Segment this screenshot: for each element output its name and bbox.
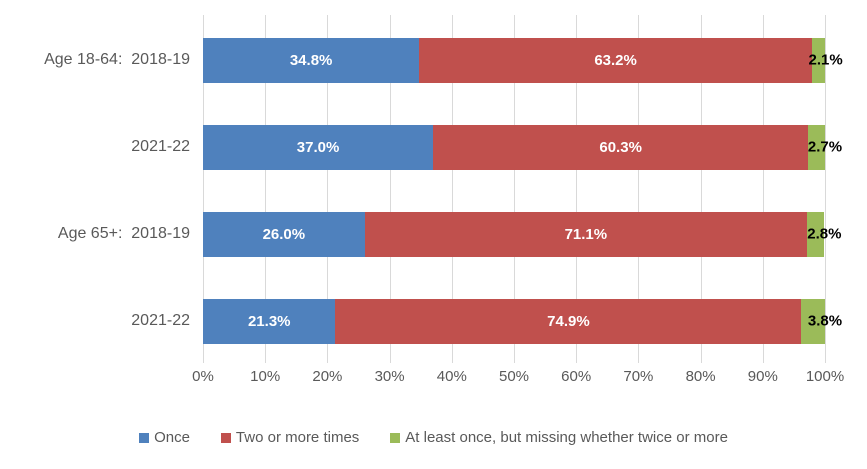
legend-item-once: Once (139, 429, 190, 446)
bar-segment-once: 34.8% (203, 37, 420, 83)
bar-row: Age 65+: 2018-19 26.0% 71.1% 2.8% (58, 211, 841, 257)
bar-segment-at-least-once-missing (811, 37, 825, 83)
legend-label: At least once, but missing whether twice… (405, 429, 728, 446)
bar-row: Age 18-64: 2018-19 34.8% 63.2% 2.1% (44, 37, 843, 83)
category-label: Age 65+: 2018-19 (57, 225, 190, 242)
bar-segment-once: 26.0% (203, 211, 365, 257)
bar-segment-once: 21.3% (203, 298, 336, 344)
x-tick-label: 40% (436, 368, 467, 385)
gridline (389, 15, 391, 363)
legend-label: Two or more times (235, 429, 360, 446)
data-label: 63.2% (594, 51, 637, 69)
x-tick-label: 50% (498, 368, 530, 385)
gridline (203, 15, 204, 363)
x-tick-label: 70% (623, 368, 654, 385)
legend-color-swatch (390, 432, 401, 443)
data-label: 21.3% (247, 312, 291, 330)
bar-segment-two-or-more-times: 63.2% (419, 37, 812, 83)
bar-row: 2021-22 37.0% 60.3% 2.7% (131, 124, 842, 170)
legend-item-at-least-once-missing: At least once, but missing whether twice… (390, 429, 728, 446)
gridline (638, 15, 640, 363)
data-label: 37.0% (296, 138, 340, 156)
bar-segment-at-least-once-missing (808, 124, 825, 170)
gridline (327, 15, 329, 363)
data-label: 34.8% (289, 51, 333, 69)
gridline (576, 15, 578, 363)
data-label: 2.7% (807, 138, 843, 156)
x-tick-label: 0% (192, 368, 214, 385)
category-label: 2021-22 (131, 312, 190, 329)
data-label: 3.8% (807, 312, 843, 330)
x-tick-label: 60% (561, 368, 592, 385)
data-label: 2.8% (807, 225, 842, 243)
x-tick-label: 80% (685, 368, 716, 385)
x-tick-label: 90% (747, 368, 778, 385)
legend-color-swatch (139, 432, 150, 443)
gridline (514, 15, 515, 363)
category-label: 2021-22 (131, 138, 190, 155)
legend-color-swatch (220, 432, 231, 443)
data-label: 60.3% (599, 138, 642, 156)
gridline (700, 15, 702, 363)
x-axis: 0% 10% 20% 30% 40% 50% 60% 70% 80% 90% 100% (192, 368, 844, 386)
bar-segment-at-least-once-missing (801, 298, 825, 344)
bar-segment-once: 37.0% (203, 124, 434, 170)
gridline (451, 15, 453, 363)
x-tick-label: 30% (374, 368, 405, 385)
x-tick-label: 20% (312, 368, 343, 385)
plot-area: Age 18-64: 2018-19 34.8% 63.2% 2.1% 2021-22 3… (44, 15, 843, 363)
x-tick-label: 100% (805, 368, 845, 385)
bar-segment-two-or-more-times: 60.3% (433, 124, 809, 170)
data-label: 26.0% (262, 225, 306, 243)
gridline (265, 15, 267, 363)
legend: Once Two or more times At least once, but … (0, 429, 867, 446)
bar-segment-two-or-more-times: 71.1% (364, 211, 807, 257)
bar-row: 2021-22 21.3% 74.9% 3.8% (131, 298, 842, 344)
data-label: 71.1% (564, 225, 608, 243)
legend-label: Once (154, 429, 190, 446)
x-tick-label: 10% (250, 368, 281, 385)
data-label: 2.1% (808, 51, 843, 69)
bar-segment-at-least-once-missing (806, 211, 825, 257)
category-label: Age 18-64: 2018-19 (44, 51, 190, 68)
gridline (825, 15, 826, 363)
gridline (762, 15, 764, 363)
legend-item-two-or-more-times: Two or more times (220, 429, 360, 446)
data-label: 74.9% (547, 312, 590, 330)
bar-segment-two-or-more-times: 74.9% (335, 298, 802, 344)
